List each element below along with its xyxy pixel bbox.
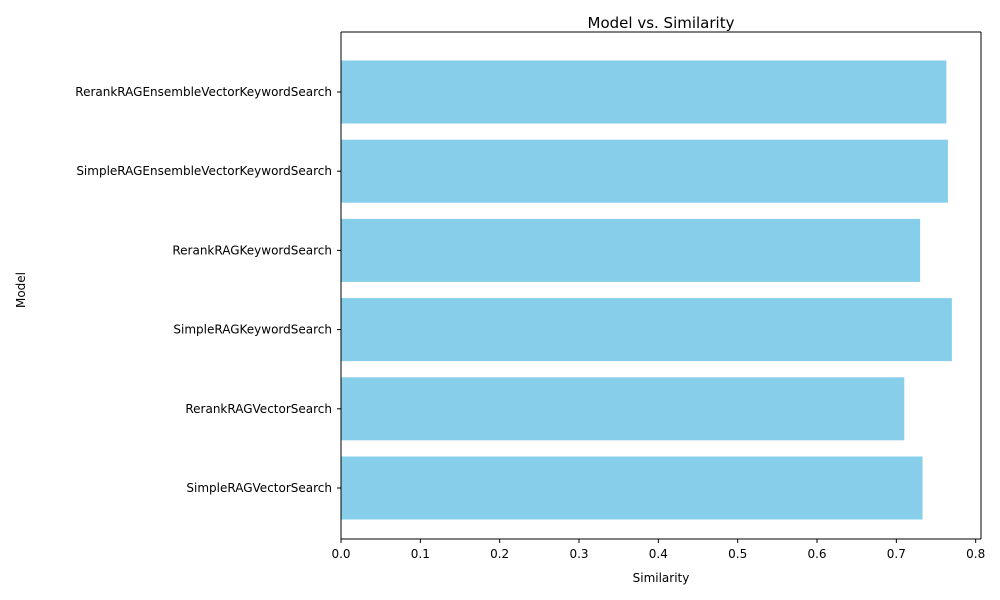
x-tick-label: 0.1 xyxy=(411,547,430,561)
bar-RerankRAGVectorSearch xyxy=(341,377,905,441)
bar-RerankRAGKeywordSearch xyxy=(341,218,921,282)
x-axis-label: Similarity xyxy=(633,571,690,585)
axes-frame xyxy=(340,31,982,540)
x-tick-label: 0.5 xyxy=(728,547,747,561)
bar-SimpleRAGKeywordSearch xyxy=(341,298,952,362)
bars-group xyxy=(341,60,952,520)
y-axis-label: Model xyxy=(14,272,28,308)
y-tick-label: RerankRAGVectorSearch xyxy=(185,402,332,416)
y-tick-label: SimpleRAGVectorSearch xyxy=(186,481,332,495)
y-tick-labels: RerankRAGEnsembleVectorKeywordSearch Simp… xyxy=(75,85,341,495)
y-tick-label: RerankRAGEnsembleVectorKeywordSearch xyxy=(75,85,332,99)
y-tick-label: RerankRAGKeywordSearch xyxy=(172,243,332,257)
x-tick-labels: 0.0 0.1 0.2 0.3 0.4 0.5 0.6 0.7 0.8 xyxy=(331,539,985,561)
y-tick-label: SimpleRAGEnsembleVectorKeywordSearch xyxy=(76,164,332,178)
x-tick-label: 0.0 xyxy=(331,547,350,561)
y-tick-label: SimpleRAGKeywordSearch xyxy=(173,323,332,337)
bar-RerankRAGEnsembleVectorKeywordSearch xyxy=(341,60,947,124)
x-tick-label: 0.7 xyxy=(887,547,906,561)
x-tick-label: 0.6 xyxy=(807,547,826,561)
x-tick-label: 0.2 xyxy=(490,547,509,561)
x-tick-label: 0.3 xyxy=(569,547,588,561)
chart-title: Model vs. Similarity xyxy=(588,14,735,32)
x-tick-label: 0.4 xyxy=(649,547,668,561)
bar-SimpleRAGVectorSearch xyxy=(341,456,923,520)
x-tick-label: 0.8 xyxy=(966,547,985,561)
bar-SimpleRAGEnsembleVectorKeywordSearch xyxy=(341,139,948,203)
